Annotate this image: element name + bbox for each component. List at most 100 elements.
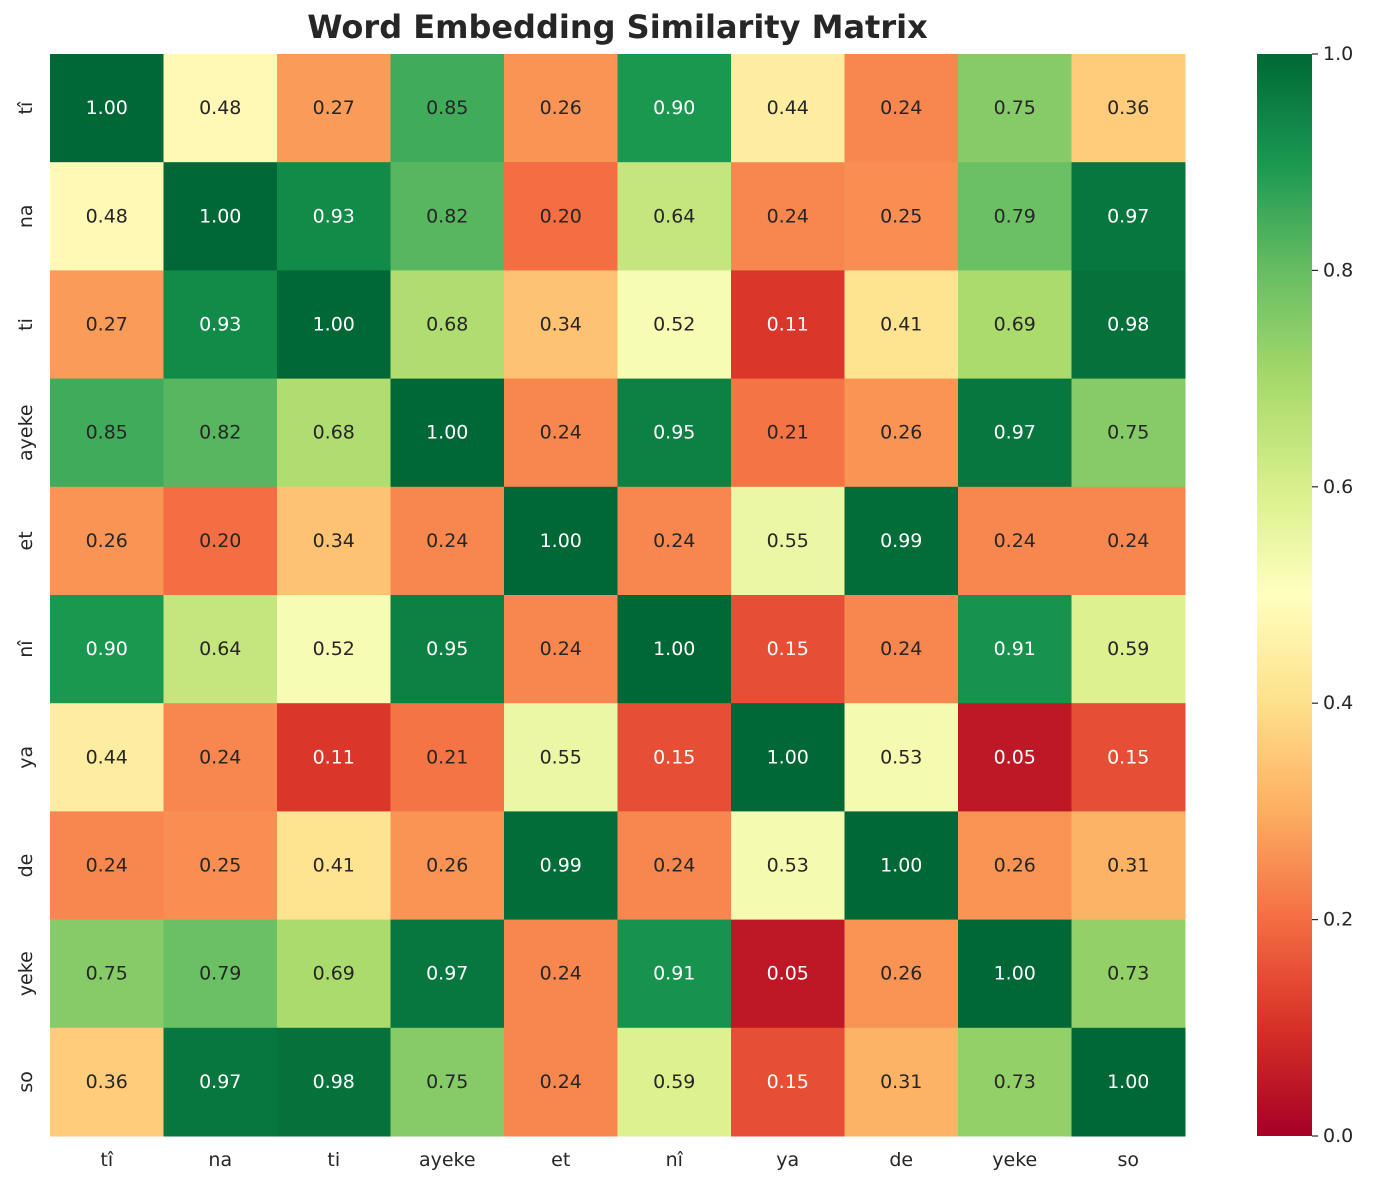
heatmap-cell bbox=[958, 811, 1072, 921]
heatmap-cell bbox=[50, 54, 164, 163]
heatmap-cell bbox=[163, 703, 278, 812]
heatmap-cell bbox=[277, 919, 391, 1029]
heatmap-cell bbox=[390, 919, 505, 1029]
cell-value-label: 0.97 bbox=[199, 1071, 241, 1093]
cell-value-label: 1.00 bbox=[994, 963, 1036, 985]
heatmap-cell bbox=[844, 486, 959, 596]
heatmap-cell bbox=[617, 378, 732, 488]
heatmap-cell bbox=[844, 270, 959, 380]
cell-value-labels: 1.00 0.48 0.27 0.85 0.26 0.90 0.44 0.24 0.75 0.36… bbox=[86, 97, 1150, 1093]
heatmap-cell bbox=[390, 54, 505, 163]
cell-value-label: 0.24 bbox=[767, 205, 809, 227]
heatmap-cell bbox=[617, 1027, 732, 1137]
cell-value-label: 0.97 bbox=[994, 422, 1036, 444]
cell-value-label: 0.75 bbox=[86, 963, 128, 985]
row-tick-labels: tî na ti ayeke et nî ya de yeke so bbox=[15, 101, 37, 1093]
heatmap-cell bbox=[504, 595, 618, 704]
heatmap-cell bbox=[504, 1027, 618, 1137]
cell-value-label: 0.85 bbox=[86, 422, 128, 444]
cell-value-label: 0.91 bbox=[653, 963, 695, 985]
heatmap-cell bbox=[504, 919, 618, 1029]
cell-value-label: 0.99 bbox=[540, 855, 582, 877]
cell-value-label: 0.53 bbox=[880, 746, 922, 768]
heatmap-cell bbox=[50, 919, 164, 1029]
cell-value-label: 0.20 bbox=[199, 530, 241, 552]
cell-value-label: 0.95 bbox=[426, 638, 468, 660]
cell-value-label: 0.82 bbox=[426, 205, 468, 227]
heatmap-cell bbox=[163, 54, 278, 163]
column-tick-label: so bbox=[1117, 1149, 1139, 1171]
heatmap-cell bbox=[390, 486, 505, 596]
heatmap-cell bbox=[163, 811, 278, 921]
heatmap-cell bbox=[390, 162, 505, 271]
heatmap-cell bbox=[50, 270, 164, 380]
cell-value-label: 0.05 bbox=[767, 963, 809, 985]
colorbar-tick-label: 0.4 bbox=[1323, 692, 1353, 714]
cell-value-label: 0.20 bbox=[540, 205, 582, 227]
heatmap-cell bbox=[390, 703, 505, 812]
row-tick-label: yeke bbox=[15, 951, 37, 996]
heatmap-cell bbox=[617, 162, 732, 271]
colorbar-tick-label: 0.6 bbox=[1323, 476, 1353, 498]
cell-value-label: 1.00 bbox=[540, 530, 582, 552]
heatmap-cell bbox=[958, 270, 1072, 380]
cell-value-label: 0.25 bbox=[880, 205, 922, 227]
heatmap-cell bbox=[844, 919, 959, 1029]
cell-value-label: 0.24 bbox=[653, 855, 695, 877]
heatmap-cell bbox=[731, 595, 845, 704]
cell-value-label: 0.24 bbox=[1107, 530, 1149, 552]
colorbar-gradient bbox=[1257, 54, 1312, 1136]
cell-value-label: 1.00 bbox=[199, 205, 241, 227]
cell-value-label: 0.15 bbox=[1107, 746, 1149, 768]
row-tick-label: tî bbox=[15, 101, 37, 114]
cell-value-label: 0.59 bbox=[653, 1071, 695, 1093]
heatmap-cell bbox=[504, 54, 618, 163]
cell-value-label: 0.55 bbox=[767, 530, 809, 552]
cell-value-label: 0.73 bbox=[1107, 963, 1149, 985]
heatmap-cells bbox=[50, 54, 1186, 1137]
row-tick-label: de bbox=[15, 854, 37, 878]
heatmap-cell bbox=[617, 703, 732, 812]
heatmap-cell bbox=[731, 162, 845, 271]
cell-value-label: 0.68 bbox=[313, 422, 355, 444]
heatmap-cell bbox=[1071, 595, 1186, 704]
cell-value-label: 0.79 bbox=[994, 205, 1036, 227]
heatmap-cell bbox=[50, 595, 164, 704]
cell-value-label: 0.55 bbox=[540, 746, 582, 768]
cell-value-label: 0.41 bbox=[313, 855, 355, 877]
cell-value-label: 1.00 bbox=[426, 422, 468, 444]
cell-value-label: 0.59 bbox=[1107, 638, 1149, 660]
heatmap-cell bbox=[1071, 703, 1186, 812]
cell-value-label: 0.93 bbox=[199, 314, 241, 336]
cell-value-label: 0.24 bbox=[880, 638, 922, 660]
colorbar-tick-label: 0.8 bbox=[1323, 259, 1353, 281]
cell-value-label: 0.85 bbox=[426, 97, 468, 119]
heatmap-cell bbox=[504, 811, 618, 921]
cell-value-label: 0.26 bbox=[994, 855, 1036, 877]
cell-value-label: 0.68 bbox=[426, 314, 468, 336]
cell-value-label: 0.24 bbox=[540, 638, 582, 660]
column-tick-label: na bbox=[208, 1149, 232, 1171]
column-tick-label: nî bbox=[666, 1149, 684, 1171]
chart-title: Word Embedding Similarity Matrix bbox=[307, 8, 928, 46]
row-tick-label: na bbox=[15, 204, 37, 228]
heatmap-cell bbox=[1071, 54, 1186, 163]
heatmap-cell bbox=[958, 703, 1072, 812]
cell-value-label: 0.69 bbox=[313, 963, 355, 985]
row-tick-label: ayeke bbox=[15, 404, 37, 461]
heatmap-cell bbox=[731, 270, 845, 380]
heatmap-cell bbox=[504, 270, 618, 380]
cell-value-label: 0.34 bbox=[313, 530, 355, 552]
cell-value-label: 0.99 bbox=[880, 530, 922, 552]
cell-value-label: 0.11 bbox=[767, 314, 809, 336]
cell-value-label: 0.26 bbox=[426, 855, 468, 877]
cell-value-label: 0.26 bbox=[540, 97, 582, 119]
cell-value-label: 0.52 bbox=[313, 638, 355, 660]
cell-value-label: 0.97 bbox=[1107, 205, 1149, 227]
cell-value-label: 0.21 bbox=[426, 746, 468, 768]
cell-value-label: 0.73 bbox=[994, 1071, 1036, 1093]
cell-value-label: 0.27 bbox=[313, 97, 355, 119]
heatmap-cell bbox=[844, 703, 959, 812]
cell-value-label: 0.98 bbox=[313, 1071, 355, 1093]
